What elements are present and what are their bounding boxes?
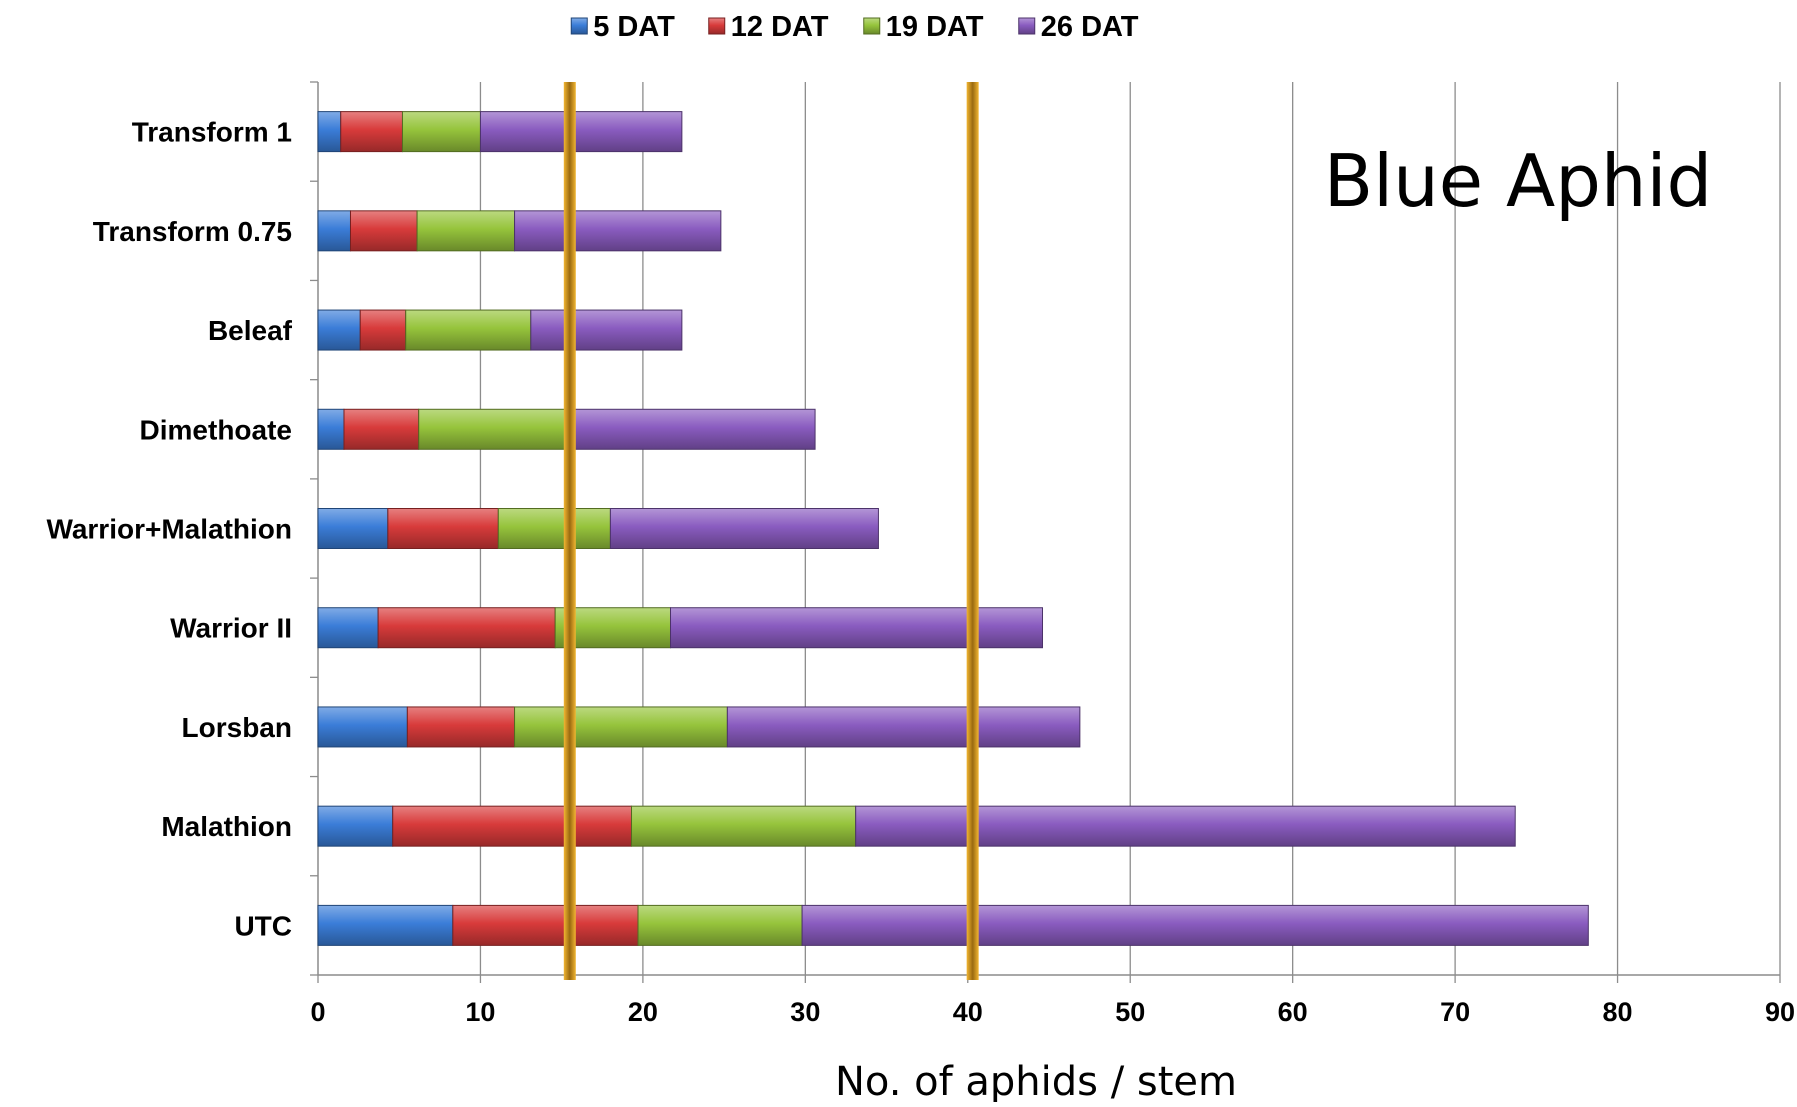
legend-item-26-dat: 26 DAT	[1018, 11, 1139, 43]
label-layer: 0 10 20 30 40 50 60 70 80 90 Transform 1 Transform …	[46, 117, 1795, 1027]
bar-transform-1-26-dat	[479, 111, 683, 153]
reference-line-2	[966, 82, 979, 980]
legend-swatch	[708, 17, 726, 35]
bar-warrior-ii-12-dat	[377, 607, 556, 649]
bar-lorsban-12-dat	[406, 706, 516, 748]
bar-transform-0-75-5-dat	[317, 210, 351, 252]
x-tick-label-40: 40	[953, 997, 983, 1027]
chart-title: Blue Aphid	[1324, 139, 1713, 223]
x-tick-label-0: 0	[310, 997, 325, 1027]
bar-malathion-26-dat	[855, 805, 1516, 847]
legend-item-5-dat: 5 DAT	[570, 11, 675, 43]
bar-utc-19-dat	[637, 904, 803, 946]
legend-swatch	[1018, 17, 1036, 35]
legend-swatch	[570, 17, 588, 35]
bar-transform-0-75-12-dat	[349, 210, 418, 252]
x-tick-label-90: 90	[1765, 997, 1795, 1027]
bar-malathion-5-dat	[317, 805, 394, 847]
reference-line-layer	[563, 82, 979, 980]
bar-dimethoate-26-dat	[569, 408, 816, 450]
bar-transform-1-5-dat	[317, 111, 342, 153]
bar-warrior-malathion-5-dat	[317, 508, 389, 549]
x-axis-title: No. of aphids / stem	[835, 1059, 1237, 1102]
legend-swatch	[863, 17, 881, 35]
x-tick-label-80: 80	[1603, 997, 1633, 1027]
legend-label: 26 DAT	[1041, 11, 1139, 43]
bar-warrior-malathion-12-dat	[387, 508, 499, 549]
x-tick-label-30: 30	[790, 997, 820, 1027]
category-label-dimethoate: Dimethoate	[140, 414, 292, 445]
bar-malathion-12-dat	[392, 805, 633, 847]
bar-utc-26-dat	[801, 904, 1589, 946]
category-label-warrior-malathion: Warrior+Malathion	[46, 514, 292, 545]
bar-dimethoate-19-dat	[418, 408, 571, 450]
category-label-transform-0-75: Transform 0.75	[93, 216, 292, 247]
legend-item-19-dat: 19 DAT	[863, 11, 984, 43]
legend-label: 5 DAT	[593, 11, 675, 43]
bar-warrior-ii-26-dat	[670, 607, 1044, 649]
x-tick-label-10: 10	[465, 997, 495, 1027]
bar-transform-1-19-dat	[401, 111, 481, 153]
bar-transform-0-75-26-dat	[514, 210, 722, 252]
category-label-lorsban: Lorsban	[182, 712, 292, 743]
bar-warrior-ii-5-dat	[317, 607, 379, 649]
bar-dimethoate-12-dat	[343, 408, 420, 450]
legend-item-12-dat: 12 DAT	[708, 11, 829, 43]
bar-transform-1-12-dat	[340, 111, 403, 153]
bar-lorsban-26-dat	[726, 706, 1081, 748]
bar-lorsban-19-dat	[514, 706, 728, 748]
category-label-beleaf: Beleaf	[208, 315, 293, 346]
x-tick-label-60: 60	[1278, 997, 1308, 1027]
legend-label: 12 DAT	[731, 11, 829, 43]
category-label-utc: UTC	[234, 910, 292, 941]
x-tick-label-70: 70	[1440, 997, 1470, 1027]
bar-beleaf-26-dat	[530, 309, 683, 351]
legend: 5 DAT 12 DAT 19 DAT 26 DAT	[570, 11, 1139, 43]
bar-beleaf-5-dat	[317, 309, 361, 351]
legend-label: 19 DAT	[886, 11, 984, 43]
bar-beleaf-12-dat	[359, 309, 407, 351]
bar-utc-5-dat	[317, 904, 454, 946]
bar-malathion-19-dat	[631, 805, 857, 847]
x-tick-label-50: 50	[1115, 997, 1145, 1027]
bar-dimethoate-5-dat	[317, 408, 345, 450]
x-tick-label-20: 20	[628, 997, 658, 1027]
bar-warrior-malathion-19-dat	[497, 508, 611, 549]
category-label-transform-1: Transform 1	[132, 117, 292, 148]
category-label-warrior-ii: Warrior II	[170, 613, 292, 644]
bar-lorsban-5-dat	[317, 706, 408, 748]
reference-line-1	[563, 82, 576, 980]
bar-layer	[317, 111, 1589, 946]
bar-transform-0-75-19-dat	[416, 210, 516, 252]
bar-utc-12-dat	[452, 904, 639, 946]
category-label-malathion: Malathion	[161, 811, 292, 842]
bar-beleaf-19-dat	[405, 309, 532, 351]
bar-warrior-malathion-26-dat	[609, 508, 879, 549]
